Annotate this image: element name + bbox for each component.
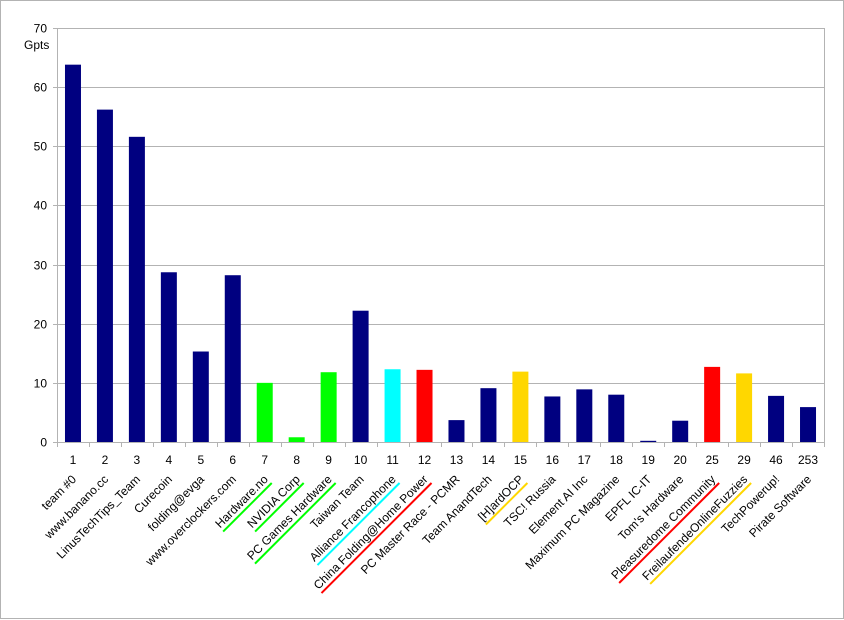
bar [224,275,241,442]
y-tick-labels: 0 10 20 30 40 50 60 70 [34,22,48,450]
x-tick-label: 10 [354,453,368,467]
x-tick-label: 12 [418,453,432,467]
bar [480,388,497,442]
bar [608,394,625,442]
y-tick-label: 50 [34,140,48,154]
gridlines [53,28,825,447]
y-tick-label: 30 [34,259,48,273]
x-tick-labels: 1 2 3 4 5 6 7 8 9 10 11 12 13 14 15 16 17 18 19 20 25 29 46 253 [70,453,819,467]
x-tick-label: 3 [134,453,141,467]
bar [800,407,817,442]
x-tick-label: 11 [386,453,399,467]
x-tick-label: 13 [450,453,464,467]
y-tick-label: 40 [34,199,48,213]
bar [672,420,689,442]
bar [256,382,273,442]
x-tick-label: 25 [705,453,719,467]
bar [96,109,113,443]
bar [512,371,529,442]
x-tick-label: 29 [737,453,751,467]
bar [736,373,753,442]
y-tick-label: 20 [34,318,48,332]
x-tick-label: 8 [293,453,300,467]
bar [704,366,721,442]
team-name-labels: team #0www.banano.ccLinusTechTips_TeamCu… [39,472,814,594]
bar [768,395,785,442]
x-tick-label: 16 [546,453,560,467]
team-underline [254,482,305,533]
team-underline [222,482,273,533]
bar [576,389,593,442]
bar [64,64,81,442]
bar [160,272,177,442]
bar [192,351,209,442]
x-tick-label: 14 [482,453,496,467]
team-underline [649,482,752,585]
y-tick-label: 70 [34,22,48,36]
bar [448,420,465,442]
x-tick-label: 46 [769,453,783,467]
bar [128,136,145,442]
y-tick-label: 0 [40,436,47,450]
y-tick-label: 60 [34,81,48,95]
x-tick-label: 20 [674,453,688,467]
bar [640,440,657,442]
bar [352,310,369,442]
bar [384,369,401,442]
bars [64,64,817,443]
x-tick-label: 18 [610,453,624,467]
x-tick-label: 7 [261,453,268,467]
x-tick-label: 2 [102,453,109,467]
x-tick-label: 253 [798,453,818,467]
bar [416,369,433,442]
x-tick-label: 6 [229,453,236,467]
bar [544,396,561,442]
team-underline [316,482,401,566]
x-tick-label: 15 [514,453,528,467]
x-tick-label: 19 [642,453,656,467]
x-tick-label: 4 [166,453,173,467]
y-axis-label: Gpts [24,38,49,52]
x-tick-label: 1 [70,453,77,467]
team-underline [618,482,720,584]
team-underline [485,482,529,526]
x-tick-label: 5 [197,453,204,467]
team-underline [320,482,433,594]
bar [288,437,305,442]
bar [320,372,337,442]
x-tick-label: 17 [578,453,592,467]
y-tick-label: 10 [34,377,48,391]
team-underline [254,482,337,565]
x-tick-label: 9 [325,453,332,467]
